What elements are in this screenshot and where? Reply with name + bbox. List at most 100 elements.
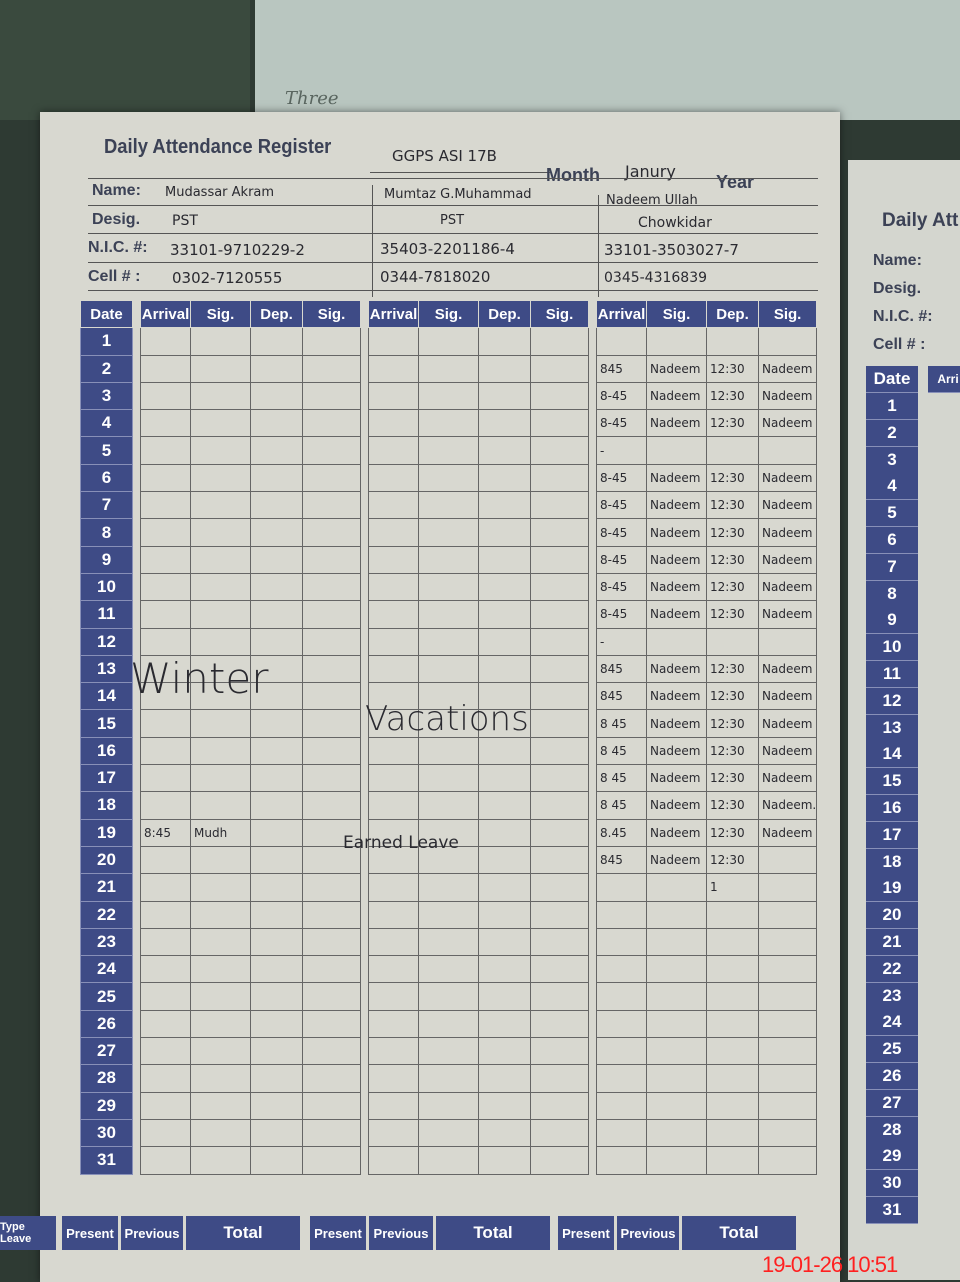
staff-3-departure-cell: 1 [706, 873, 759, 902]
staff-3-departure-cell [706, 327, 759, 356]
staff-2-arrival-cell [368, 354, 419, 383]
staff-1-departure-cell [250, 409, 303, 438]
staff-2-arrival-cell [368, 1037, 419, 1066]
cell-label: Cell # : [88, 268, 141, 285]
staff-3-arrival-cell [596, 982, 647, 1011]
staff-1-departure-cell [250, 545, 303, 574]
staff-1-signature-cell [190, 572, 251, 602]
staff-3-arrival-cell [596, 1009, 647, 1039]
staff-2-signature-cell [530, 982, 589, 1011]
staff-1-signature-cell [302, 463, 361, 493]
staff-3-signature-cell: Nadeem [757, 572, 818, 602]
staff-1-departure-cell [250, 764, 303, 793]
column-gap [361, 382, 369, 409]
table-row: 12 - [80, 627, 818, 656]
staff-3-arrival-cell: 8-45 [596, 600, 647, 629]
staff-2-signature-cell [530, 791, 589, 820]
column-gap [589, 546, 597, 573]
column-gap [589, 737, 597, 764]
vacations-annotation: Vacations [365, 699, 529, 739]
staff-2-signature-cell [418, 627, 479, 656]
staff-3-departure-cell: 12:30 [706, 736, 759, 766]
staff-1-arrival-cell [140, 873, 191, 902]
column-gap [361, 328, 369, 355]
staff-1-signature-cell [190, 381, 251, 411]
staff-3-signature-cell [757, 436, 818, 465]
footer-previous-1: Previous [121, 1216, 183, 1250]
staff-2-arrival-cell [368, 409, 419, 438]
staff-2-signature-cell [530, 736, 589, 766]
column-gap [589, 328, 597, 355]
staff-1-arrival-cell [140, 900, 191, 929]
next-page-date-cell: 15 [866, 768, 918, 796]
staff-2-departure-cell [478, 845, 531, 875]
next-page-date-cell: 29 [866, 1143, 918, 1171]
staff-3-departure-cell [706, 900, 759, 929]
table-row: 23 [80, 927, 818, 957]
column-gap [361, 928, 369, 955]
staff-2-signature-cell [418, 327, 479, 356]
staff-2-signature-cell [530, 764, 589, 793]
next-page-date-cell: 11 [866, 661, 918, 688]
column-gap [361, 301, 369, 328]
staff-1-departure-cell [250, 1146, 303, 1175]
staff-3-arrival-cell [596, 1146, 647, 1175]
staff-1-arrival-cell: 8:45 [140, 818, 191, 847]
table-row: 21 1 [80, 873, 818, 902]
table-row: 13 845 Nadeem 12:30 Nadeem [80, 654, 818, 684]
month-value: Janury [625, 162, 676, 181]
staff-3-departure-cell [706, 1064, 759, 1093]
column-header-dep: Dep. [250, 299, 303, 329]
staff-2-signature-cell [418, 1091, 479, 1120]
staff-3-desig: Chowkidar [638, 215, 712, 231]
table-row: 17 8 45 Nadeem 12:30 Nadeem [80, 764, 818, 793]
staff-3-departure-cell [706, 927, 759, 957]
staff-2-signature-cell [530, 1064, 589, 1093]
staff-2-signature-cell [418, 927, 479, 957]
date-cell: 27 [80, 1037, 133, 1066]
staff-3-signature-cell [646, 982, 707, 1011]
staff-3-signature-cell [757, 1064, 818, 1093]
staff-3-signature-cell: Nadeem. [757, 791, 818, 820]
footer-present-3: Present [558, 1216, 614, 1250]
staff-2-departure-cell [478, 600, 531, 629]
next-page-date-cell: 16 [866, 795, 918, 822]
register-title: Daily Attendance Register [104, 136, 332, 158]
table-row: 1 [80, 327, 818, 356]
staff-3-signature-cell: Nadeem [757, 545, 818, 574]
next-page-cell-label: Cell # : [873, 336, 926, 353]
staff-3-signature-cell: Nadeem [757, 600, 818, 629]
next-page-date-cell: 20 [866, 902, 918, 930]
next-page-date-cell: 26 [866, 1063, 918, 1090]
column-gap [133, 819, 141, 846]
next-page-date-cell: 18 [866, 848, 918, 876]
column-gap [133, 1038, 141, 1065]
staff-2-departure-cell [478, 736, 531, 766]
staff-2-cell: 0344-7818020 [380, 268, 491, 286]
staff-1-signature-cell [190, 327, 251, 356]
staff-3-signature-cell: Nadeem [646, 381, 707, 411]
next-page-date-cell: 9 [866, 607, 918, 635]
staff-1-signature-cell [190, 354, 251, 383]
attendance-table: Date Arrival Sig. Dep. Sig. Arrival Sig. Dep. Si… [80, 299, 818, 1175]
staff-1-arrival-cell [140, 354, 191, 383]
staff-3-signature-cell [757, 327, 818, 356]
staff-1-departure-cell [250, 436, 303, 465]
staff-3-departure-cell: 12:30 [706, 463, 759, 493]
footer-present-1: Present [62, 1216, 118, 1250]
column-gap [133, 983, 141, 1010]
staff-2-signature-cell [418, 491, 479, 520]
column-gap [361, 492, 369, 519]
name-label: Name: [92, 182, 141, 199]
footer-previous-3: Previous [617, 1216, 679, 1250]
staff-2-signature-cell [530, 627, 589, 656]
staff-2-departure-cell [478, 1037, 531, 1066]
next-page-date-cell: 22 [866, 955, 918, 983]
column-gap [133, 382, 141, 409]
staff-2-signature-cell [530, 654, 589, 684]
staff-3-signature-cell [757, 1009, 818, 1039]
column-gap [361, 519, 369, 546]
staff-3-signature-cell [646, 927, 707, 957]
next-page-date-cell: 23 [866, 982, 918, 1010]
staff-3-arrival-cell: 8 45 [596, 764, 647, 793]
